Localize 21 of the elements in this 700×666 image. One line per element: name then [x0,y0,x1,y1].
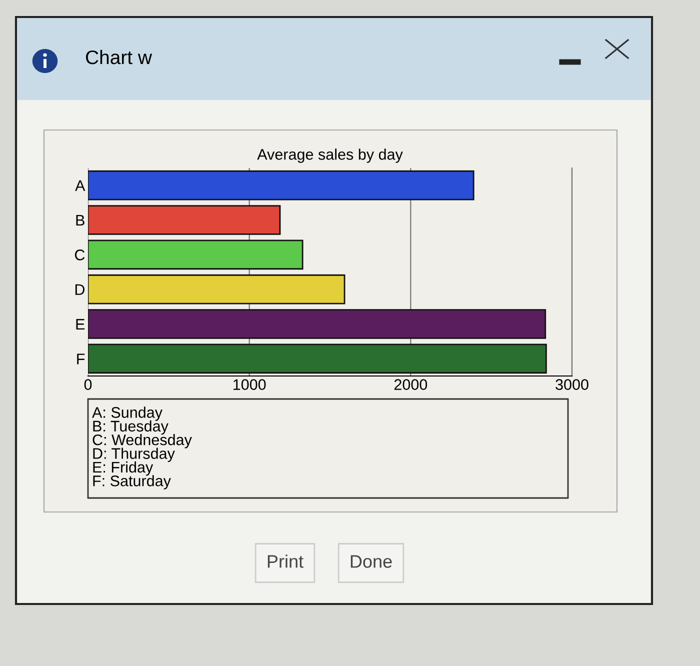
bar [88,274,346,304]
text: Print [268,554,304,568]
text: A: Sunday B: Tuesday C: Wednesday D: Thursday E: Friday F: Saturday [92,406,192,490]
y-tick-label: B [76,215,84,226]
y-tick-label: D [75,284,84,295]
y-tick-label: F [77,354,85,364]
y-tick-label: C [74,250,85,260]
bar [88,344,547,374]
chart-title: Average sales by day [257,148,403,163]
x-tick-label: 1000 [234,379,266,390]
bar [88,205,281,235]
y-tick-label: A [75,180,86,191]
y-tick-label: E [76,319,85,330]
text: Done [350,555,392,568]
bar [88,170,474,200]
bar [88,309,546,339]
x-tick-label: 3000 [556,379,588,390]
text: Chart w [86,50,152,64]
x-tick-label: 2000 [394,379,428,390]
x-tick-label: 0 [84,379,92,390]
bar [88,240,304,270]
